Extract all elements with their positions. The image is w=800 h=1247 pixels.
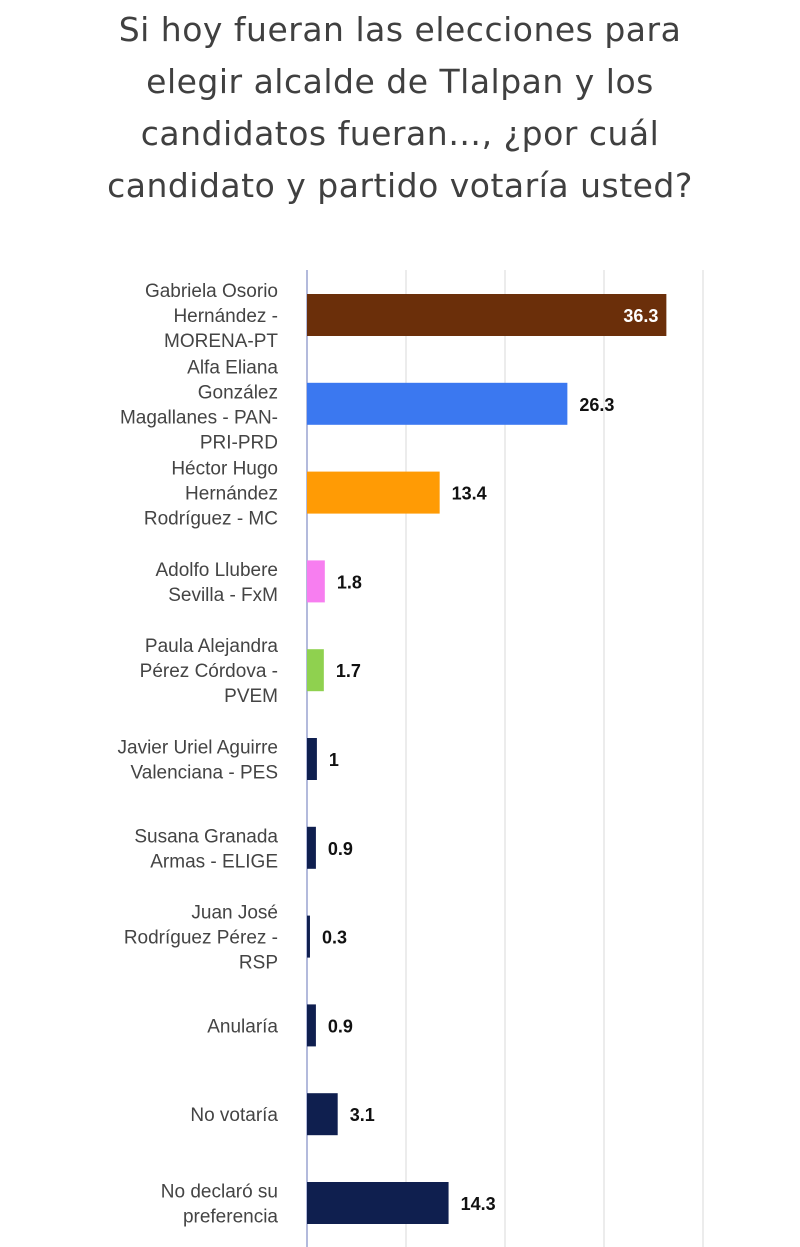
chart-title-line-1: Si hoy fueran las elecciones para — [118, 10, 682, 49]
category-label: Paula Alejandra Pérez Córdova -PVEM — [140, 636, 279, 707]
value-label: 13.4 — [452, 484, 487, 504]
chart-title-line-4: candidato y partido votaría usted? — [107, 166, 693, 205]
category-label: Gabriela Osorio Hernández -MORENA-PT — [145, 281, 278, 352]
value-label: 3.1 — [350, 1105, 375, 1125]
category-label: Javier Uriel Aguirre Valenciana - PES — [118, 738, 279, 784]
bar — [307, 1182, 449, 1224]
category-label: Alfa Eliana González Magallanes - PAN-PRI-… — [120, 357, 278, 453]
category-label: No declaró su preferencia — [161, 1182, 279, 1228]
chart-title-line-3: candidatos fueran…, ¿por cuál — [140, 114, 660, 153]
bar — [307, 294, 667, 336]
chart-title: Si hoy fueran las elecciones para elegir… — [40, 4, 760, 212]
category-label: Anularía — [207, 1016, 278, 1037]
bar — [307, 382, 568, 425]
value-label: 0.9 — [328, 1016, 353, 1036]
chart-title-line-2: elegir alcalde de Tlalpan y los — [146, 62, 654, 101]
value-label: 0.3 — [322, 928, 347, 948]
bar — [307, 1004, 316, 1047]
value-label: 1 — [329, 750, 339, 770]
value-label: 1.8 — [337, 572, 362, 592]
category-label: Susana Granada Armas - ELIGE — [134, 826, 278, 872]
bar — [307, 649, 324, 692]
category-label: Adolfo Llubere Sevilla - FxM — [155, 560, 278, 606]
value-label: 14.3 — [461, 1194, 496, 1214]
category-label: Juan José Rodríguez Pérez -RSP — [124, 903, 278, 974]
bar — [307, 826, 316, 869]
bar — [307, 1093, 338, 1136]
category-labels: Gabriela Osorio Hernández -MORENA-PTAlfa … — [118, 281, 279, 1228]
category-label: No votaría — [190, 1105, 278, 1126]
value-label: 26.3 — [579, 395, 614, 415]
bar — [307, 915, 310, 958]
bar — [307, 471, 440, 514]
value-label: 36.3 — [623, 306, 658, 326]
bars — [307, 294, 667, 1224]
bar — [307, 560, 325, 603]
bar — [307, 738, 317, 780]
value-label: 1.7 — [336, 661, 361, 681]
category-label: Héctor Hugo Hernández Rodríguez - MC — [144, 459, 278, 530]
value-labels: 36.3 26.3 13.4 1.8 1.7 1 0.9 0.3 0.9 3.1 14.3 — [322, 306, 658, 1214]
value-label: 0.9 — [328, 839, 353, 859]
